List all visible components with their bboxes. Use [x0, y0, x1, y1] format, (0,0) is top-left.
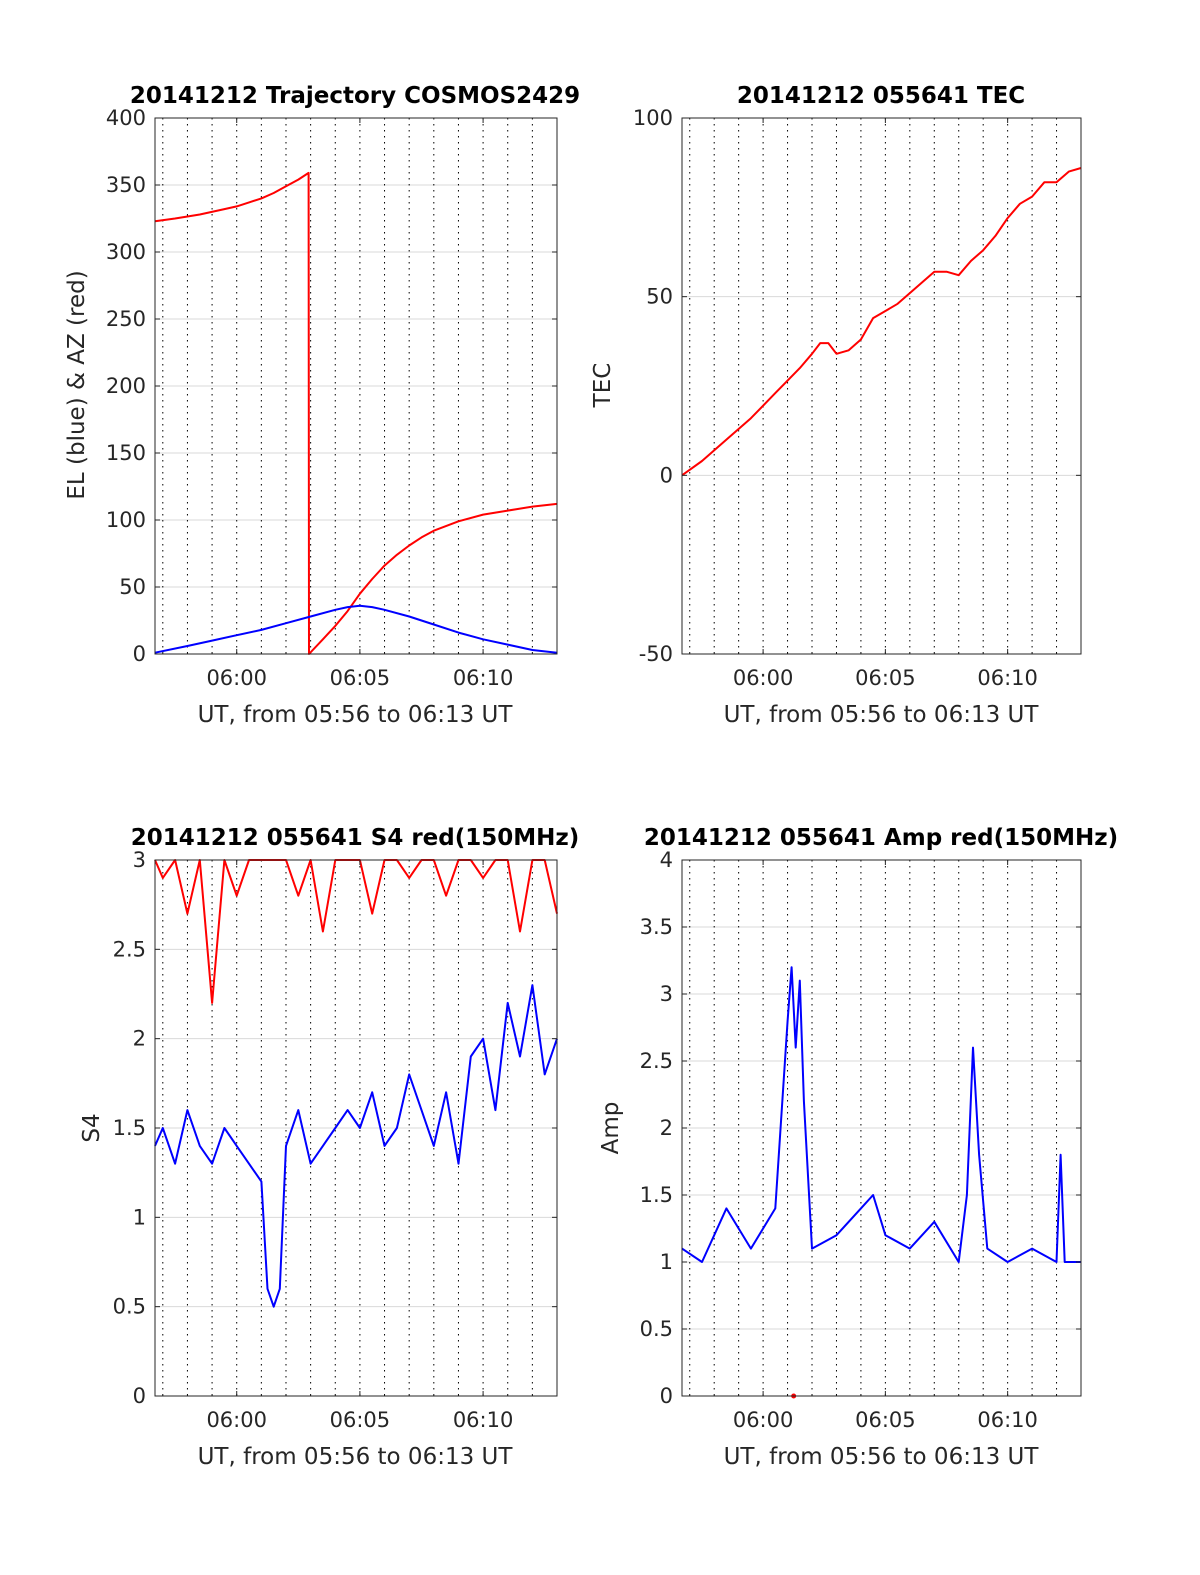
y-tick-label: 150 — [106, 441, 146, 465]
y-tick-label: 50 — [646, 285, 673, 309]
x-tick-label: 06:05 — [855, 1408, 916, 1432]
plot-area: 0 0.5 1 1.5 2 2.5 3 3.5 4 06:00 06:05 06:10 — [640, 848, 1082, 1432]
y-tick-label: 200 — [106, 374, 146, 398]
y-tick-label: 100 — [106, 508, 146, 532]
x-axis-label: UT, from 05:56 to 06:13 UT — [724, 1444, 1040, 1470]
y-tick-label: 4 — [660, 848, 673, 872]
y-tick-label: 0.5 — [113, 1295, 146, 1319]
series-0-line — [681, 966, 1081, 1263]
y-tick-label: 1 — [133, 1205, 146, 1229]
y-tick-label: 300 — [106, 240, 146, 264]
x-tick-label: 06:00 — [733, 1408, 794, 1432]
plot-area: 0 50 100 150 200 250 300 350 400 06:00 06:05 06:10 — [106, 106, 558, 690]
y-tick-label: 0 — [660, 1384, 673, 1408]
y-tick-label: 0.5 — [640, 1317, 673, 1341]
y-tick-label: 1.5 — [640, 1183, 673, 1207]
y-tick-label: 100 — [633, 106, 673, 130]
chart-s4: 20141212 055641 S4 red(150MHz) UT, from … — [79, 825, 579, 1470]
y-tick-label: 0 — [133, 642, 146, 666]
y-tick-label: 3 — [660, 982, 673, 1006]
x-tick-label: 06:00 — [733, 666, 794, 690]
x-tick-label: 06:10 — [977, 666, 1038, 690]
chart-trajectory: 20141212 Trajectory COSMOS2429 UT, from … — [64, 83, 580, 728]
x-tick-label: 06:00 — [206, 1408, 267, 1432]
y-tick-label: 250 — [106, 307, 146, 331]
chart-title: 20141212 055641 Amp red(150MHz) — [644, 825, 1118, 851]
series-1-line — [154, 984, 558, 1308]
y-tick-label: 2.5 — [113, 937, 146, 961]
series-0-line — [154, 171, 558, 655]
axes-box — [681, 117, 1082, 655]
y-tick-label: 50 — [119, 575, 146, 599]
plot-area: -50 0 50 100 06:00 06:05 06:10 — [633, 106, 1082, 690]
chart-tec: 20141212 055641 TEC UT, from 05:56 to 06… — [590, 83, 1082, 728]
x-tick-label: 06:05 — [330, 1408, 391, 1432]
y-tick-label: 350 — [106, 173, 146, 197]
chart-amp: 20141212 055641 Amp red(150MHz) UT, from… — [598, 825, 1118, 1470]
y-axis-label: EL (blue) & AZ (red) — [64, 270, 90, 499]
y-axis-label: S4 — [79, 1113, 105, 1142]
y-axis-label: TEC — [590, 363, 616, 409]
x-axis-label: UT, from 05:56 to 06:13 UT — [198, 702, 514, 728]
x-axis-label: UT, from 05:56 to 06:13 UT — [724, 702, 1040, 728]
x-tick-label: 06:00 — [206, 666, 267, 690]
chart-title: 20141212 055641 TEC — [737, 83, 1025, 109]
x-tick-label: 06:10 — [977, 1408, 1038, 1432]
y-tick-label: 400 — [106, 106, 146, 130]
series-0-line — [681, 167, 1082, 477]
y-tick-label: 0 — [660, 463, 673, 487]
y-tick-label: 0 — [133, 1384, 146, 1408]
y-tick-label: 3 — [133, 848, 146, 872]
x-tick-label: 06:05 — [330, 666, 391, 690]
x-tick-label: 06:05 — [855, 666, 916, 690]
y-axis-label: Amp — [598, 1102, 624, 1155]
chart-title: 20141212 Trajectory COSMOS2429 — [130, 83, 580, 109]
y-tick-label: 2 — [660, 1116, 673, 1140]
plot-area: 0 0.5 1 1.5 2 2.5 3 06:00 06:05 06:10 — [113, 848, 558, 1432]
x-axis-label: UT, from 05:56 to 06:13 UT — [198, 1444, 514, 1470]
y-tick-label: 1 — [660, 1250, 673, 1274]
y-tick-label: 3.5 — [640, 915, 673, 939]
y-tick-label: 1.5 — [113, 1116, 146, 1140]
y-tick-label: -50 — [639, 642, 673, 666]
y-tick-label: 2 — [133, 1027, 146, 1051]
chart-title: 20141212 055641 S4 red(150MHz) — [131, 825, 580, 851]
x-tick-label: 06:10 — [453, 1408, 514, 1432]
series-1-line — [154, 604, 558, 654]
y-tick-label: 2.5 — [640, 1049, 673, 1073]
x-tick-label: 06:10 — [453, 666, 514, 690]
